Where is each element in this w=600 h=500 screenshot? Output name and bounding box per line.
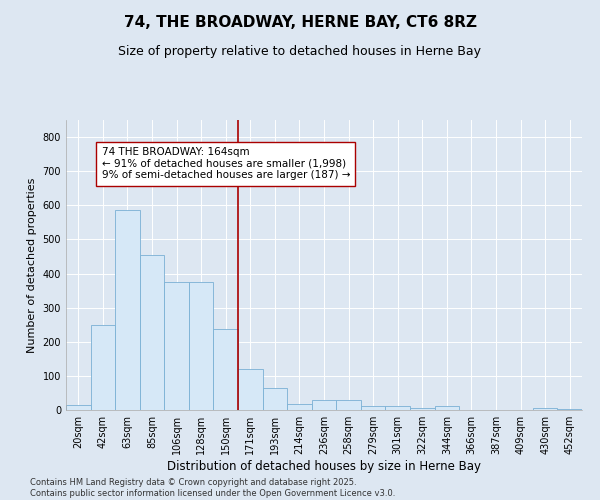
Text: Size of property relative to detached houses in Herne Bay: Size of property relative to detached ho… <box>119 45 482 58</box>
Bar <box>336 400 361 410</box>
Bar <box>312 400 336 410</box>
Bar <box>238 369 263 410</box>
Bar <box>533 408 557 410</box>
X-axis label: Distribution of detached houses by size in Herne Bay: Distribution of detached houses by size … <box>167 460 481 473</box>
Bar <box>263 388 287 410</box>
Bar <box>410 408 434 410</box>
Bar <box>115 210 140 410</box>
Bar <box>287 404 312 410</box>
Bar <box>361 406 385 410</box>
Y-axis label: Number of detached properties: Number of detached properties <box>27 178 37 352</box>
Bar <box>164 282 189 410</box>
Text: 74, THE BROADWAY, HERNE BAY, CT6 8RZ: 74, THE BROADWAY, HERNE BAY, CT6 8RZ <box>124 15 476 30</box>
Text: Contains HM Land Registry data © Crown copyright and database right 2025.
Contai: Contains HM Land Registry data © Crown c… <box>30 478 395 498</box>
Bar <box>214 329 238 410</box>
Bar <box>91 326 115 410</box>
Bar <box>434 406 459 410</box>
Bar <box>66 405 91 410</box>
Bar <box>557 409 582 410</box>
Bar <box>189 282 214 410</box>
Bar <box>140 255 164 410</box>
Text: 74 THE BROADWAY: 164sqm
← 91% of detached houses are smaller (1,998)
9% of semi-: 74 THE BROADWAY: 164sqm ← 91% of detache… <box>101 148 350 180</box>
Bar <box>385 406 410 410</box>
